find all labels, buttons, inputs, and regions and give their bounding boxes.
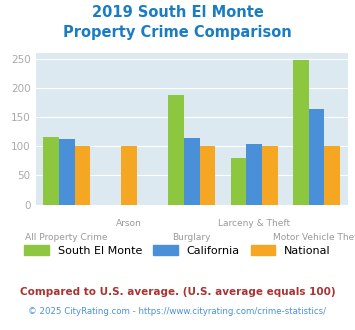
- Text: Compared to U.S. average. (U.S. average equals 100): Compared to U.S. average. (U.S. average …: [20, 287, 335, 297]
- Bar: [200, 146, 215, 205]
- Bar: [75, 146, 90, 205]
- Bar: [168, 95, 184, 205]
- Text: All Property Crime: All Property Crime: [26, 233, 108, 242]
- Bar: [246, 145, 262, 205]
- Legend: South El Monte, California, National: South El Monte, California, National: [20, 241, 335, 260]
- Bar: [184, 138, 200, 205]
- Bar: [231, 158, 246, 205]
- Bar: [121, 146, 137, 205]
- Text: Burglary: Burglary: [173, 233, 211, 242]
- Text: © 2025 CityRating.com - https://www.cityrating.com/crime-statistics/: © 2025 CityRating.com - https://www.city…: [28, 307, 327, 316]
- Text: Property Crime Comparison: Property Crime Comparison: [63, 25, 292, 40]
- Bar: [59, 139, 75, 205]
- Text: Arson: Arson: [116, 219, 142, 228]
- Bar: [324, 146, 340, 205]
- Bar: [293, 60, 309, 205]
- Bar: [262, 146, 278, 205]
- Text: Larceny & Theft: Larceny & Theft: [218, 219, 290, 228]
- Bar: [43, 138, 59, 205]
- Text: 2019 South El Monte: 2019 South El Monte: [92, 5, 263, 20]
- Bar: [309, 109, 324, 205]
- Text: Motor Vehicle Theft: Motor Vehicle Theft: [273, 233, 355, 242]
